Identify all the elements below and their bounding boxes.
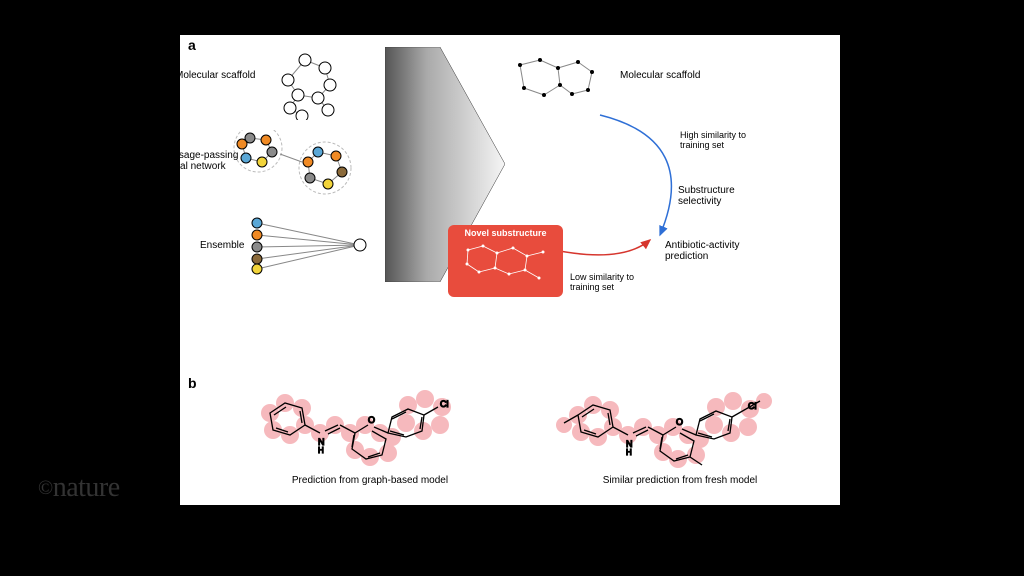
novel-box-title: Novel substructure [452, 228, 559, 238]
svg-text:H: H [318, 446, 324, 455]
copyright-icon: © [38, 477, 53, 499]
scaffold-input-icon [250, 50, 360, 120]
svg-text:H: H [626, 448, 632, 457]
molecule-left-label: Prediction from graph-based model [265, 475, 475, 486]
svg-text:O: O [676, 417, 683, 427]
svg-text:O: O [368, 415, 375, 425]
scaffold-output-label: Molecular scaffold [620, 70, 700, 81]
selectivity-label: Substructure selectivity [678, 185, 735, 207]
figure-panel-a: a Molecular scaffold [180, 35, 840, 375]
novel-substructure-box: Novel substructure [448, 225, 563, 297]
molecule-left-icon: NH O Cl [240, 385, 500, 475]
low-sim-label: Low similarity to training set [570, 272, 634, 292]
novel-substructure-icon [453, 238, 558, 288]
watermark-text: nature [53, 472, 120, 503]
figure-panel-b: b NH O Cl [180, 375, 840, 505]
ensemble-input-icon [245, 215, 375, 275]
molecule-right-label: Similar prediction from fresh model [575, 475, 785, 486]
scaffold-input-label: Molecular scaffold [175, 70, 255, 81]
panel-a-label: a [188, 37, 196, 53]
molecule-right-icon: NH O Cl [550, 385, 810, 475]
panel-b-label: b [188, 375, 197, 391]
ensemble-input-label: Ensemble [200, 240, 244, 251]
svg-text:Cl: Cl [440, 399, 449, 409]
mpnn-input-icon [230, 130, 380, 200]
mpnn-input-label: Message-passing neural network [160, 150, 238, 172]
watermark: ©nature [38, 472, 120, 504]
prediction-label: Antibiotic-activity prediction [665, 240, 739, 262]
high-sim-label: High similarity to training set [680, 130, 746, 150]
